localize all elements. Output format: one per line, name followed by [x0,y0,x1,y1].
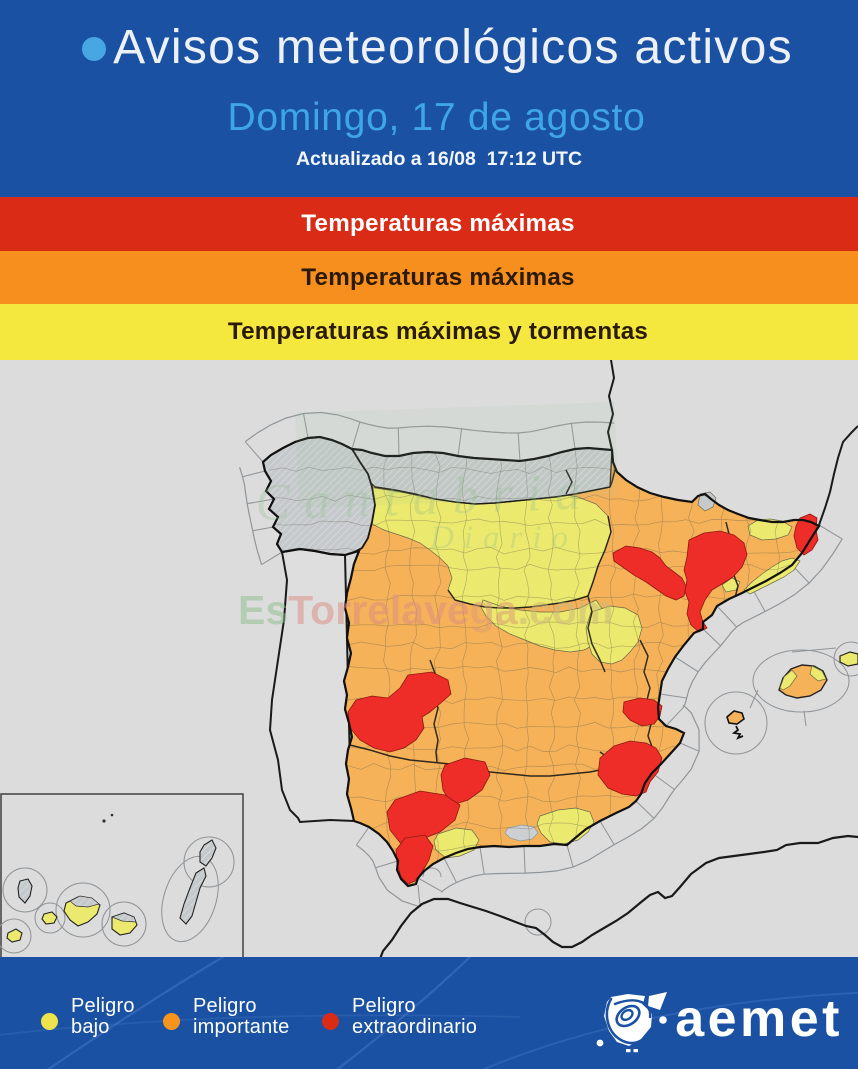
svg-text:EsTorrelavega.com: EsTorrelavega.com [238,587,613,633]
svg-text:Diario: Diario [429,520,578,556]
svg-text:Cantabria: Cantabria [254,463,596,532]
